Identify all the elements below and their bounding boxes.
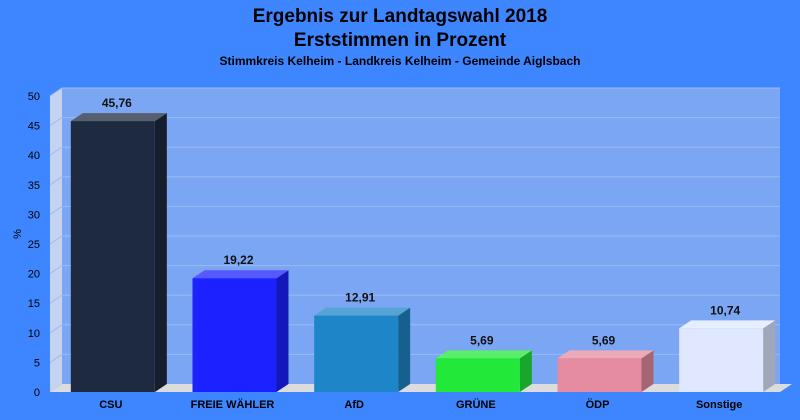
- gridlines: [49, 87, 780, 363]
- gridline: [49, 235, 780, 245]
- x-axis: CSU FREIE WÄHLER AfD GRÜNE ÖDP Sonstige: [99, 398, 742, 411]
- data-label: 5,69: [470, 333, 494, 347]
- x-tick-label: CSU: [99, 399, 122, 411]
- y-tick-label: 45: [28, 121, 40, 133]
- y-axis: 0 5 10 15 20 25 30 35 40 45 50: [28, 91, 40, 399]
- y-tick-label: 40: [28, 150, 40, 162]
- y-tick-label: 35: [28, 180, 40, 192]
- bar-side: [641, 350, 654, 392]
- data-label: 45,76: [102, 96, 132, 110]
- x-tick-label: GRÜNE: [456, 398, 496, 411]
- bar: [192, 270, 289, 392]
- bar-top: [435, 350, 532, 359]
- gridline: [49, 324, 780, 334]
- bar-front: [314, 315, 399, 392]
- y-tick-label: 15: [28, 298, 40, 310]
- chart-caption: Stimmkreis Kelheim - Landkreis Kelheim -…: [219, 54, 580, 68]
- bar-top: [70, 113, 167, 122]
- y-tick-label: 30: [28, 209, 40, 221]
- x-tick-label: ÖDP: [586, 398, 610, 411]
- y-tick-label: 10: [28, 328, 40, 340]
- bar-top: [679, 320, 776, 329]
- gridline: [49, 87, 780, 97]
- chart-subtitle: Erststimmen in Prozent: [294, 30, 507, 51]
- gridline: [49, 205, 780, 215]
- chart-title: Ergebnis zur Landtagswahl 2018: [253, 6, 548, 27]
- bar-front: [435, 358, 520, 392]
- data-label: 12,91: [345, 291, 375, 305]
- bars: 45,76 19,22 12,91 5,69 5,69 10,74: [70, 96, 776, 392]
- bar: [314, 307, 411, 392]
- y-tick-label: 50: [28, 91, 40, 103]
- data-label: 5,69: [592, 333, 616, 347]
- gridline: [49, 176, 780, 186]
- y-axis-label: %: [12, 229, 24, 239]
- bar: [435, 350, 532, 392]
- x-tick-label: AfD: [344, 399, 364, 411]
- x-tick-label: FREIE WÄHLER: [191, 398, 275, 411]
- bar-side: [276, 270, 289, 392]
- gridline: [49, 353, 780, 363]
- bar-front: [192, 278, 277, 392]
- x-tick-label: Sonstige: [696, 399, 742, 411]
- bar: [70, 113, 167, 392]
- bar-front: [70, 121, 155, 392]
- bar-top: [314, 307, 411, 316]
- gridline: [49, 117, 780, 127]
- gridline: [49, 146, 780, 156]
- y-tick-label: 0: [34, 387, 40, 399]
- data-label: 19,22: [223, 253, 253, 267]
- bar-front: [679, 328, 764, 392]
- bar: [557, 350, 654, 392]
- gridline: [49, 265, 780, 275]
- y-tick-label: 20: [28, 269, 40, 281]
- bar: [679, 320, 776, 392]
- data-label: 10,74: [710, 303, 740, 317]
- y-tick-label: 25: [28, 239, 40, 251]
- bar-side: [398, 307, 411, 392]
- bar-front: [557, 358, 642, 392]
- y-tick-label: 5: [34, 357, 40, 369]
- bar-side: [763, 320, 776, 392]
- bar-side: [519, 350, 532, 392]
- bar-top: [192, 270, 289, 279]
- bar-side: [154, 113, 167, 392]
- gridline: [49, 294, 780, 304]
- bar-top: [557, 350, 654, 359]
